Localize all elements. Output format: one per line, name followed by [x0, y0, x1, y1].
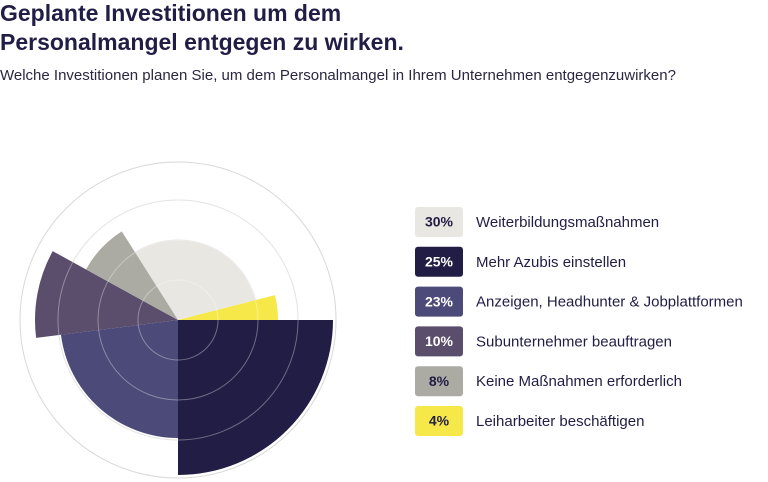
legend-value: 30%	[425, 214, 454, 230]
legend-label: Weiterbildungsmaßnahmen	[476, 214, 659, 231]
legend-value: 23%	[425, 293, 454, 309]
sector	[85, 231, 178, 320]
legend-value: 10%	[425, 333, 454, 349]
chart-title: Geplante Investitionen um dem Personalman…	[0, 0, 404, 55]
chart-subtitle: Welche Investitionen planen Sie, um dem …	[0, 67, 676, 84]
sector	[135, 239, 256, 320]
legend-value: 25%	[425, 254, 454, 270]
ring-overlay	[137, 279, 219, 361]
legend-label: Subunternehmer beauftragen	[476, 333, 672, 350]
legend-label: Mehr Azubis einstellen	[476, 254, 626, 271]
sector	[35, 251, 178, 338]
legend-swatch	[415, 366, 463, 397]
legend-label: Leiharbeiter beschäftigen	[476, 413, 644, 430]
title-line: Personalmangel entgegen zu wirken.	[0, 29, 404, 55]
ring	[19, 161, 337, 479]
sector	[60, 320, 178, 439]
title-line: Geplante Investitionen um dem	[0, 0, 341, 26]
legend-swatch	[415, 406, 463, 436]
legend-label: Keine Maßnahmen erforderlich	[476, 373, 682, 390]
ring-overlay	[57, 199, 299, 441]
legend-value: 4%	[429, 413, 450, 429]
legend-swatch	[415, 326, 463, 357]
legend-swatch	[415, 286, 463, 317]
sector	[178, 320, 333, 475]
legend-value: 8%	[429, 373, 450, 389]
legend-swatch	[415, 246, 463, 277]
sector	[178, 295, 278, 320]
ring-overlay	[97, 239, 259, 401]
legend-swatch	[415, 207, 463, 237]
legend-label: Anzeigen, Headhunter & Jobplattformen	[476, 294, 743, 311]
